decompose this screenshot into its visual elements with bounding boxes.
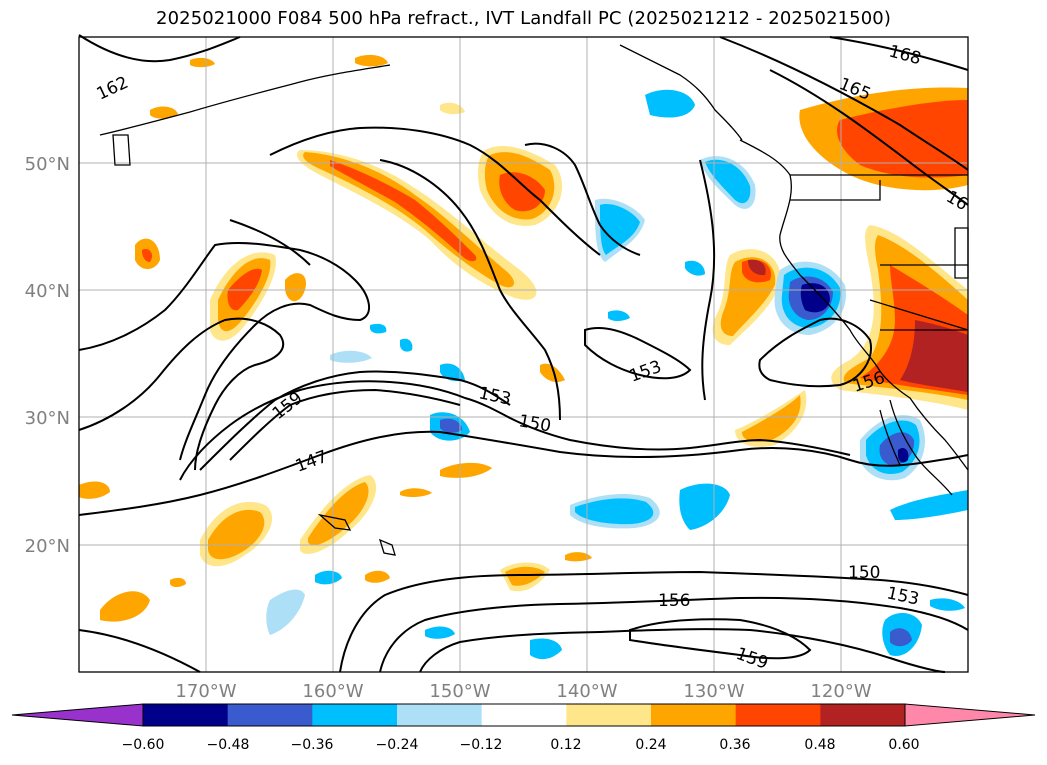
colorbar-extend-max — [904, 703, 1036, 727]
colorbar-tick-label: −0.60 — [122, 737, 165, 753]
contour-label: 150 — [848, 563, 880, 583]
lon-tick-label: 150°W — [429, 681, 490, 702]
colorbar-cell — [820, 704, 906, 726]
map-title: 2025021000 F084 500 hPa refract., IVT La… — [156, 8, 891, 29]
coastlines — [99, 44, 969, 556]
colorbar-cell — [143, 704, 229, 726]
lon-tick-label: 130°W — [683, 681, 744, 702]
colorbar-frame — [142, 703, 906, 727]
colorbar-tick-label: 0.12 — [550, 737, 581, 753]
colorbar-cell — [397, 704, 483, 726]
lat-tick-labels: 50°N 40°N 30°N 20°N — [25, 154, 70, 557]
map-plot: 168 165 162 16 159 153 150 147 153 156 1… — [78, 34, 971, 674]
lat-tick-label: 30°N — [25, 408, 70, 429]
colorbar-cell — [735, 704, 821, 726]
colorbar-tick-label: −0.36 — [291, 737, 334, 753]
colorbar — [11, 703, 1036, 727]
lon-tick-label: 140°W — [556, 681, 617, 702]
colorbar-extend-min — [11, 703, 144, 727]
map-gridlines — [79, 37, 968, 672]
lon-tick-label: 170°W — [175, 681, 236, 702]
colorbar-cells — [11, 703, 1036, 727]
lon-tick-labels: 170°W 160°W 150°W 140°W 130°W 120°W — [175, 681, 871, 702]
lat-tick-label: 20°N — [25, 536, 70, 557]
height-contours — [78, 34, 969, 673]
colorbar-cell — [651, 704, 737, 726]
map-frame — [78, 36, 969, 673]
lat-tick-label: 40°N — [25, 281, 70, 302]
colorbar-tick-label: −0.24 — [376, 737, 419, 753]
contour-label: 156 — [658, 591, 690, 611]
lon-tick-label: 160°W — [302, 681, 363, 702]
lon-tick-label: 120°W — [810, 681, 871, 702]
colorbar-tick-label: −0.48 — [207, 737, 250, 753]
lat-tick-label: 50°N — [25, 154, 70, 175]
colorbar-cell — [227, 704, 313, 726]
colorbar-tick-label: 0.36 — [719, 737, 750, 753]
colorbar-cell — [481, 704, 567, 726]
negative-anomaly-fields — [266, 89, 968, 660]
colorbar-tick-label: 0.48 — [804, 737, 835, 753]
colorbar-tick-label: 0.24 — [635, 737, 666, 753]
colorbar-tick-label: −0.12 — [460, 737, 503, 753]
colorbar-tick-labels: −0.60 −0.48 −0.36 −0.24 −0.12 0.12 0.24 … — [122, 737, 920, 753]
colorbar-cell — [312, 704, 398, 726]
colorbar-tick-label: 0.60 — [888, 737, 919, 753]
colorbar-cell — [566, 704, 652, 726]
